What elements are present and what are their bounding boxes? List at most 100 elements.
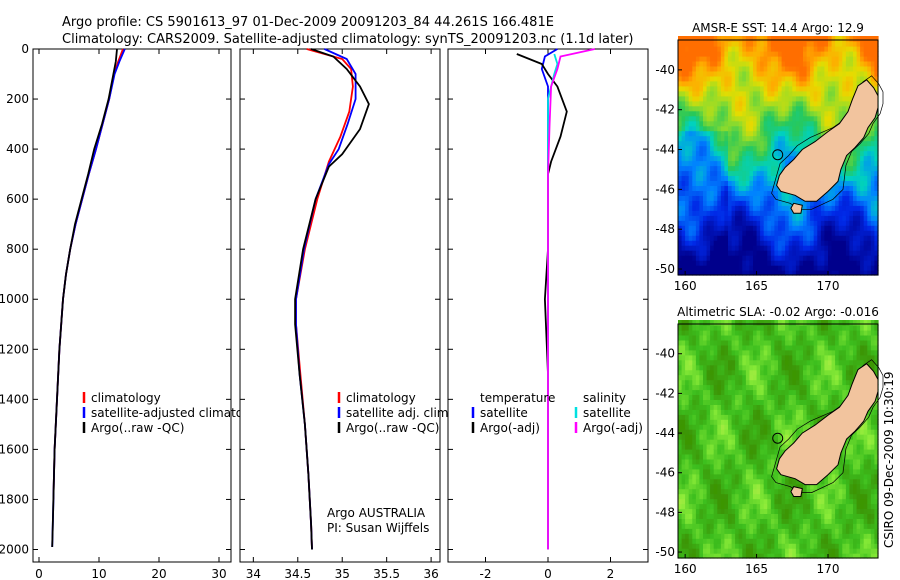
map-cell	[785, 394, 790, 400]
map-cell	[806, 354, 811, 361]
map-cell	[695, 235, 701, 241]
map-cell	[810, 205, 815, 211]
map-cell	[735, 115, 740, 122]
map-cell	[753, 354, 758, 361]
map-cell	[728, 235, 733, 241]
map-cell	[703, 320, 708, 326]
map-cell	[770, 75, 776, 82]
map-cell	[749, 458, 754, 465]
map-cell	[688, 513, 693, 519]
map-cell	[810, 255, 815, 261]
map-cell	[742, 215, 747, 221]
map-cell	[813, 518, 818, 524]
map-cell	[692, 498, 697, 505]
map-cell	[820, 548, 826, 554]
map-cell	[735, 230, 740, 236]
map-cell	[774, 389, 779, 395]
map-cell	[853, 220, 858, 226]
map-cell	[706, 458, 711, 465]
map-cell	[713, 379, 718, 386]
map-cell	[738, 250, 743, 256]
map-cell	[760, 95, 765, 102]
map-cell	[806, 389, 811, 395]
map-cell	[745, 125, 751, 132]
map-cell	[763, 145, 768, 152]
map-cell	[742, 523, 747, 529]
map-cell	[706, 463, 711, 470]
map-cell	[763, 369, 768, 376]
x-tick-label: 34.5	[284, 567, 311, 580]
map-cell	[810, 399, 815, 405]
map-cell	[824, 548, 829, 554]
map-cell	[724, 75, 729, 82]
map-cell	[753, 379, 758, 386]
map-cell	[710, 518, 715, 524]
map-cell	[803, 488, 808, 495]
map-cell	[781, 543, 786, 549]
map-cell	[785, 518, 790, 524]
map-cell	[720, 250, 726, 256]
map-cell	[820, 513, 826, 519]
map-cell	[788, 478, 793, 485]
map-cell	[763, 434, 768, 440]
map-cell	[720, 493, 726, 500]
map-cell	[806, 205, 811, 211]
map-cell	[703, 483, 708, 490]
map-cell	[785, 478, 790, 485]
map-cell	[810, 414, 815, 420]
map-cell	[745, 220, 751, 226]
map-cell	[728, 200, 733, 206]
map-cell	[760, 399, 765, 405]
map-cell	[685, 538, 690, 544]
map-cell	[874, 210, 879, 216]
x-tick-label: 34	[246, 567, 261, 580]
map-cell	[828, 260, 833, 266]
map-cell	[803, 543, 808, 549]
map-cell	[706, 374, 711, 381]
map-cell	[738, 41, 743, 47]
map-cell	[742, 349, 747, 356]
map-cell	[717, 205, 722, 211]
map-cell	[770, 90, 776, 97]
map-cell	[745, 100, 751, 107]
map-cell	[713, 359, 718, 366]
map-cell	[795, 130, 801, 137]
map-cell	[820, 379, 826, 386]
map-cell	[706, 55, 711, 62]
map-cell	[688, 374, 693, 381]
map-cell	[767, 70, 772, 77]
map-cell	[810, 75, 815, 82]
map-cell	[799, 60, 804, 67]
map-cell	[710, 553, 715, 559]
map-cell	[806, 85, 811, 92]
map-cell	[695, 265, 701, 271]
map-cell	[695, 195, 701, 201]
map-cell	[774, 320, 779, 326]
map-cell	[706, 135, 711, 142]
map-cell	[770, 424, 776, 430]
map-cell	[799, 493, 804, 500]
map-cell	[774, 523, 779, 529]
map-cell	[795, 374, 801, 381]
map-cell	[810, 60, 815, 67]
map-cell	[710, 125, 715, 132]
x-tick-label: 165	[745, 279, 768, 293]
map-cell	[803, 210, 808, 216]
map-cell	[685, 528, 690, 534]
map-cell	[788, 110, 793, 117]
map-cell	[785, 384, 790, 391]
map-cell	[820, 533, 826, 539]
map-cell	[695, 334, 701, 341]
map-cell	[763, 51, 768, 57]
map-cell	[838, 240, 843, 246]
map-cell	[778, 210, 783, 216]
map-cell	[695, 150, 701, 157]
map-cell	[681, 528, 686, 534]
map-cell	[749, 60, 754, 67]
map-frame	[677, 39, 879, 276]
map-cell	[742, 160, 747, 167]
map-cell	[710, 503, 715, 510]
map-cell	[685, 145, 690, 152]
map-cell	[724, 409, 729, 415]
map-cell	[688, 448, 693, 455]
